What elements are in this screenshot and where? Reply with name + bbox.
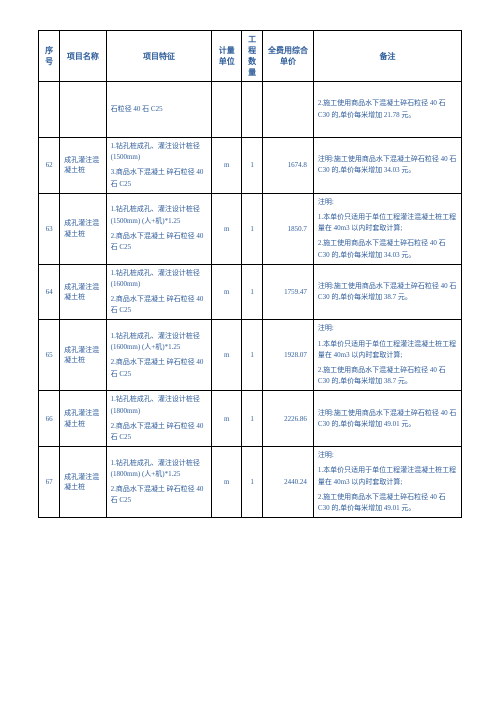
table-row: 67成孔灌注混凝土桩1.钻孔桩成孔、灌注设计桩径(1800mm) (人+机)*1… xyxy=(39,447,462,518)
cell-remark: 注明:施工使用商品水下混凝土碎石粒径 40 石 C30 的,单价每米增加 49.… xyxy=(313,391,461,447)
remark-item: 2.施工使用商品水下混凝土碎石粒径 40 石 C30 的,单价每米增加 49.0… xyxy=(318,492,457,514)
remark-item: 注明:施工使用商品水下混凝土碎石粒径 40 石 C30 的,单价每米增加 49.… xyxy=(318,408,457,430)
feature-item: 2.商品水下混凝土 碎石粒径 40 石 C25 xyxy=(111,484,208,506)
cell-price xyxy=(263,82,314,138)
cell-name: 成孔灌注混凝土桩 xyxy=(60,264,107,320)
cell-price: 2440.24 xyxy=(263,447,314,518)
cell-qty: 1 xyxy=(242,391,263,447)
remark-item: 1.本单价只适用于单位工程灌注混凝土桩工程量在 40m3 以内时套取计算; xyxy=(318,339,457,361)
cell-price: 1928.07 xyxy=(263,320,314,391)
remark-item: 注明: xyxy=(318,323,457,334)
table-row: 62成孔灌注混凝土桩1.钻孔桩成孔、灌注设计桩径(1500mm) 3.商品水下混凝… xyxy=(39,138,462,194)
cell-qty: 1 xyxy=(242,264,263,320)
cell-unit: m xyxy=(212,264,242,320)
remark-item: 2.施工使用商品水下混凝土碎石粒径 40 石 C30 的,单价每米增加 34.0… xyxy=(318,238,457,260)
cell-price: 2226.86 xyxy=(263,391,314,447)
remark-item: 注明: xyxy=(318,450,457,461)
table-row: 石粒径 40 石 C25 2.施工使用商品水下混凝土碎石粒径 40 石 C30 的… xyxy=(39,82,462,138)
feature-item: 2.商品水下混凝土 碎石粒径 40 石 C25 xyxy=(111,294,208,316)
table-header-row: 序号 项目名称 项目特征 计量单位 工程数量 全费用综合单价 备注 xyxy=(39,31,462,82)
cell-seq: 67 xyxy=(39,447,60,518)
cell-name: 成孔灌注混凝土桩 xyxy=(60,391,107,447)
remark-item: 注明:施工使用商品水下混凝土碎石粒径 40 石 C30 的,单价每米增加 34.… xyxy=(318,154,457,176)
cell-remark: 注明:施工使用商品水下混凝土碎石粒径 40 石 C30 的,单价每米增加 38.… xyxy=(313,264,461,320)
cell-qty: 1 xyxy=(242,447,263,518)
remark-item: 注明:施工使用商品水下混凝土碎石粒径 40 石 C30 的,单价每米增加 38.… xyxy=(318,281,457,303)
feature-item: 1.钻孔桩成孔、灌注设计桩径(1800mm) xyxy=(111,394,208,416)
feature-item: 1.钻孔桩成孔、灌注设计桩径(1600mm) xyxy=(111,268,208,290)
cell-name: 成孔灌注混凝土桩 xyxy=(60,193,107,264)
cell-remark: 注明: 1.本单价只适用于单位工程灌注混凝土桩工程量在 40m3 以内时套取计算;… xyxy=(313,320,461,391)
feature-item: 1.钻孔桩成孔、灌注设计桩径(1600mm) (人+机)*1.25 xyxy=(111,331,208,353)
feature-item: 3.商品水下混凝土 碎石粒径 40 石 C25 xyxy=(111,167,208,189)
table-row: 64成孔灌注混凝土桩1.钻孔桩成孔、灌注设计桩径(1600mm) 2.商品水下混凝… xyxy=(39,264,462,320)
feature-item: 2.商品水下混凝土 碎石粒径 40 石 C25 xyxy=(111,231,208,253)
cell-price: 1850.7 xyxy=(263,193,314,264)
remark-item: 1.本单价只适用于单位工程灌注混凝土桩工程量在 40m3 以内时套取计算; xyxy=(318,465,457,487)
feature-item: 1.钻孔桩成孔、灌注设计桩径(1500mm) (人+机)*1.25 xyxy=(111,204,208,226)
cell-seq: 62 xyxy=(39,138,60,194)
cell-feature: 1.钻孔桩成孔、灌注设计桩径(1600mm) 2.商品水下混凝土 碎石粒径 40 … xyxy=(106,264,212,320)
cell-unit: m xyxy=(212,391,242,447)
col-header-feature: 项目特征 xyxy=(106,31,212,82)
cell-unit: m xyxy=(212,447,242,518)
col-header-qty: 工程数量 xyxy=(242,31,263,82)
feature-item: 石粒径 40 石 C25 xyxy=(111,104,208,115)
cell-unit: m xyxy=(212,193,242,264)
table-row: 63成孔灌注混凝土桩1.钻孔桩成孔、灌注设计桩径(1500mm) (人+机)*1… xyxy=(39,193,462,264)
pricing-table: 序号 项目名称 项目特征 计量单位 工程数量 全费用综合单价 备注 石粒径 40… xyxy=(38,30,462,518)
remark-item: 1.本单价只适用于单位工程灌注混凝土桩工程量在 40m3 以内时套取计算; xyxy=(318,212,457,234)
cell-qty: 1 xyxy=(242,193,263,264)
table-row: 66成孔灌注混凝土桩1.钻孔桩成孔、灌注设计桩径(1800mm) 2.商品水下混凝… xyxy=(39,391,462,447)
col-header-unit: 计量单位 xyxy=(212,31,242,82)
cell-feature: 1.钻孔桩成孔、灌注设计桩径(1800mm) 2.商品水下混凝土 碎石粒径 40 … xyxy=(106,391,212,447)
cell-seq xyxy=(39,82,60,138)
cell-remark: 注明: 1.本单价只适用于单位工程灌注混凝土桩工程量在 40m3 以内时套取计算;… xyxy=(313,193,461,264)
cell-name: 成孔灌注混凝土桩 xyxy=(60,138,107,194)
feature-item: 1.钻孔桩成孔、灌注设计桩径(1800mm) (人+机)*1.25 xyxy=(111,458,208,480)
cell-feature: 1.钻孔桩成孔、灌注设计桩径(1500mm) (人+机)*1.25 2.商品水下混… xyxy=(106,193,212,264)
cell-name xyxy=(60,82,107,138)
cell-remark: 注明: 1.本单价只适用于单位工程灌注混凝土桩工程量在 40m3 以内时套取计算;… xyxy=(313,447,461,518)
cell-seq: 65 xyxy=(39,320,60,391)
cell-seq: 64 xyxy=(39,264,60,320)
cell-price: 1674.8 xyxy=(263,138,314,194)
cell-unit: m xyxy=(212,320,242,391)
cell-price: 1759.47 xyxy=(263,264,314,320)
col-header-name: 项目名称 xyxy=(60,31,107,82)
cell-feature: 1.钻孔桩成孔、灌注设计桩径(1600mm) (人+机)*1.25 2.商品水下混… xyxy=(106,320,212,391)
cell-seq: 66 xyxy=(39,391,60,447)
cell-seq: 63 xyxy=(39,193,60,264)
col-header-remark: 备注 xyxy=(313,31,461,82)
col-header-price: 全费用综合单价 xyxy=(263,31,314,82)
cell-qty xyxy=(242,82,263,138)
feature-item: 2.商品水下混凝土 碎石粒径 40 石 C25 xyxy=(111,357,208,379)
feature-item: 1.钻孔桩成孔、灌注设计桩径(1500mm) xyxy=(111,141,208,163)
table-row: 65成孔灌注混凝土桩1.钻孔桩成孔、灌注设计桩径(1600mm) (人+机)*1… xyxy=(39,320,462,391)
cell-unit: m xyxy=(212,138,242,194)
cell-qty: 1 xyxy=(242,320,263,391)
remark-item: 2.施工使用商品水下混凝土碎石粒径 40 石 C30 的,单价每米增加 38.7… xyxy=(318,365,457,387)
cell-feature: 石粒径 40 石 C25 xyxy=(106,82,212,138)
cell-feature: 1.钻孔桩成孔、灌注设计桩径(1500mm) 3.商品水下混凝土 碎石粒径 40 … xyxy=(106,138,212,194)
feature-item: 2.商品水下混凝土 碎石粒径 40 石 C25 xyxy=(111,421,208,443)
cell-feature: 1.钻孔桩成孔、灌注设计桩径(1800mm) (人+机)*1.25 2.商品水下混… xyxy=(106,447,212,518)
cell-name: 成孔灌注混凝土桩 xyxy=(60,320,107,391)
cell-remark: 注明:施工使用商品水下混凝土碎石粒径 40 石 C30 的,单价每米增加 34.… xyxy=(313,138,461,194)
cell-remark: 2.施工使用商品水下混凝土碎石粒径 40 石 C30 的,单价每米增加 21.7… xyxy=(313,82,461,138)
cell-unit xyxy=(212,82,242,138)
cell-name: 成孔灌注混凝土桩 xyxy=(60,447,107,518)
col-header-seq: 序号 xyxy=(39,31,60,82)
remark-item: 注明: xyxy=(318,197,457,208)
remark-item: 2.施工使用商品水下混凝土碎石粒径 40 石 C30 的,单价每米增加 21.7… xyxy=(318,98,457,120)
cell-qty: 1 xyxy=(242,138,263,194)
